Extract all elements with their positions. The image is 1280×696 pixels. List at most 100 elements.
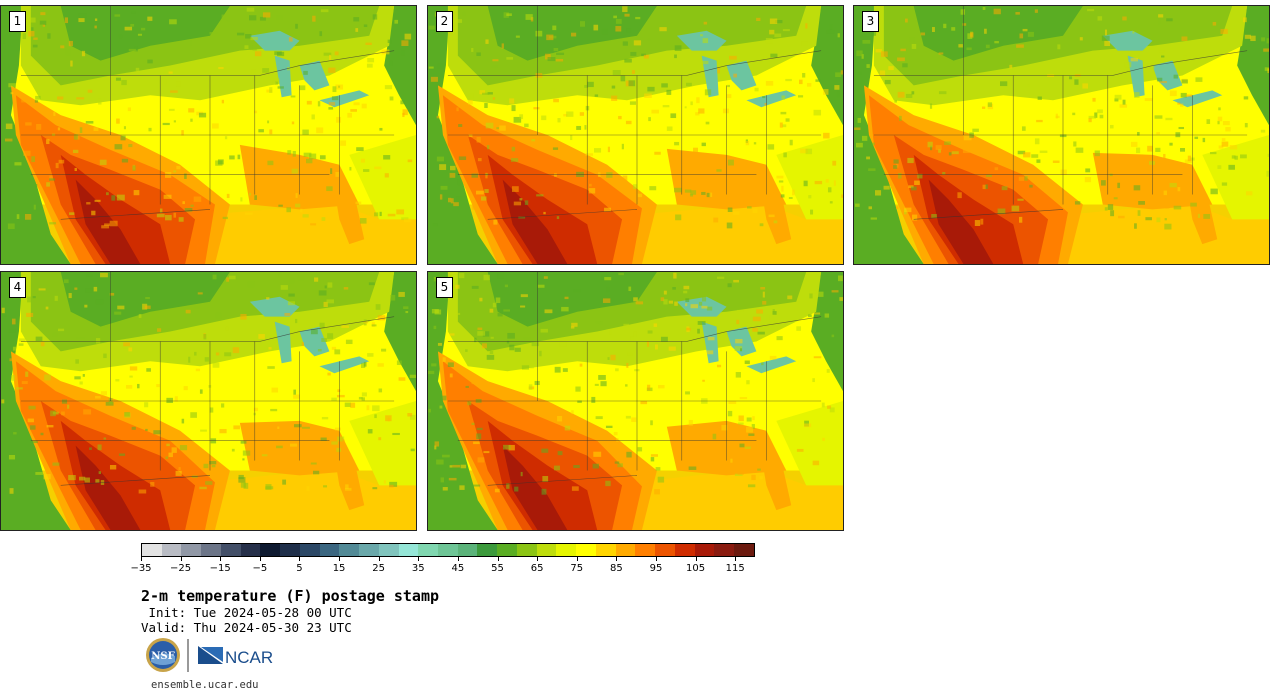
terrain-texture — [635, 16, 641, 20]
terrain-texture — [772, 309, 775, 312]
terrain-texture — [275, 81, 279, 85]
terrain-texture — [628, 286, 632, 292]
terrain-texture — [1164, 218, 1167, 221]
terrain-texture — [85, 288, 93, 293]
temperature-band — [776, 135, 843, 220]
terrain-texture — [43, 474, 51, 480]
terrain-texture — [203, 463, 209, 469]
terrain-texture — [765, 80, 774, 86]
terrain-texture — [989, 155, 997, 158]
terrain-texture — [697, 321, 706, 325]
terrain-texture — [253, 407, 259, 412]
terrain-texture — [739, 397, 748, 400]
terrain-texture — [706, 350, 714, 355]
terrain-texture — [1119, 104, 1128, 108]
terrain-texture — [752, 328, 758, 332]
terrain-texture — [367, 353, 374, 357]
temperature-band — [384, 272, 416, 392]
terrain-texture — [347, 112, 353, 118]
terrain-texture — [297, 275, 305, 281]
member-label: 1 — [9, 11, 26, 32]
terrain-texture — [290, 95, 296, 98]
terrain-texture — [222, 216, 228, 220]
terrain-texture — [593, 451, 602, 457]
terrain-texture — [736, 309, 744, 312]
temperature-band — [274, 55, 292, 98]
terrain-texture — [312, 470, 320, 475]
terrain-texture — [962, 147, 970, 154]
terrain-texture — [128, 144, 133, 148]
terrain-texture — [685, 298, 690, 302]
terrain-texture — [564, 425, 571, 431]
temperature-band — [746, 90, 797, 108]
terrain-texture — [9, 488, 14, 494]
terrain-texture — [81, 50, 86, 57]
terrain-texture — [605, 480, 611, 487]
terrain-texture — [746, 380, 750, 385]
terrain-texture — [70, 60, 73, 67]
terrain-texture — [636, 85, 640, 89]
terrain-texture — [203, 334, 207, 340]
terrain-texture — [166, 443, 170, 447]
terrain-texture — [610, 354, 616, 361]
terrain-texture — [456, 19, 463, 23]
terrain-texture — [1087, 8, 1095, 12]
terrain-texture — [744, 446, 751, 449]
terrain-texture — [962, 23, 967, 26]
terrain-texture — [920, 32, 926, 36]
terrain-texture — [1101, 180, 1106, 186]
terrain-texture — [1180, 147, 1186, 152]
terrain-texture — [1180, 92, 1187, 98]
terrain-texture — [767, 144, 775, 150]
terrain-texture — [612, 70, 621, 76]
temperature-band — [913, 6, 1083, 61]
colorbar-swatch — [694, 544, 715, 556]
terrain-texture — [683, 285, 690, 290]
terrain-texture — [379, 211, 382, 217]
terrain-texture — [1221, 141, 1229, 147]
terrain-texture — [104, 325, 108, 328]
terrain-texture — [320, 437, 327, 441]
temperature-band — [75, 179, 141, 264]
terrain-texture — [452, 464, 461, 468]
terrain-texture — [1031, 154, 1039, 158]
colorbar-tick — [180, 557, 182, 561]
terrain-texture — [73, 134, 78, 140]
terrain-texture — [709, 192, 713, 198]
terrain-texture — [602, 298, 611, 303]
terrain-texture — [611, 85, 616, 89]
terrain-texture — [483, 451, 490, 454]
terrain-texture — [776, 336, 783, 341]
terrain-texture — [829, 24, 833, 30]
terrain-texture — [555, 58, 564, 62]
terrain-texture — [334, 51, 339, 56]
terrain-texture — [190, 204, 194, 207]
terrain-texture — [729, 55, 737, 60]
ensemble-member-panel: 2 — [427, 5, 844, 265]
terrain-texture — [943, 23, 947, 29]
terrain-texture — [345, 484, 349, 489]
terrain-texture — [95, 479, 100, 483]
terrain-texture — [504, 284, 509, 288]
terrain-texture — [114, 14, 121, 17]
terrain-texture — [1218, 107, 1221, 111]
terrain-texture — [613, 15, 617, 19]
terrain-texture — [605, 425, 613, 428]
terrain-texture — [61, 411, 65, 416]
website-link[interactable]: ensemble.ucar.edu — [151, 679, 259, 691]
temperature-map — [854, 6, 1269, 264]
terrain-texture — [587, 81, 594, 88]
colorbar-tick — [339, 557, 341, 561]
terrain-texture — [566, 111, 574, 117]
terrain-texture — [342, 439, 345, 444]
terrain-texture — [799, 79, 803, 85]
terrain-texture — [389, 60, 393, 66]
terrain-texture — [1267, 153, 1269, 157]
terrain-texture — [748, 433, 755, 436]
terrain-texture — [345, 339, 353, 345]
terrain-texture — [378, 437, 382, 441]
terrain-texture — [653, 323, 658, 327]
terrain-texture — [631, 70, 636, 74]
terrain-texture — [28, 405, 36, 410]
terrain-texture — [1, 399, 5, 404]
